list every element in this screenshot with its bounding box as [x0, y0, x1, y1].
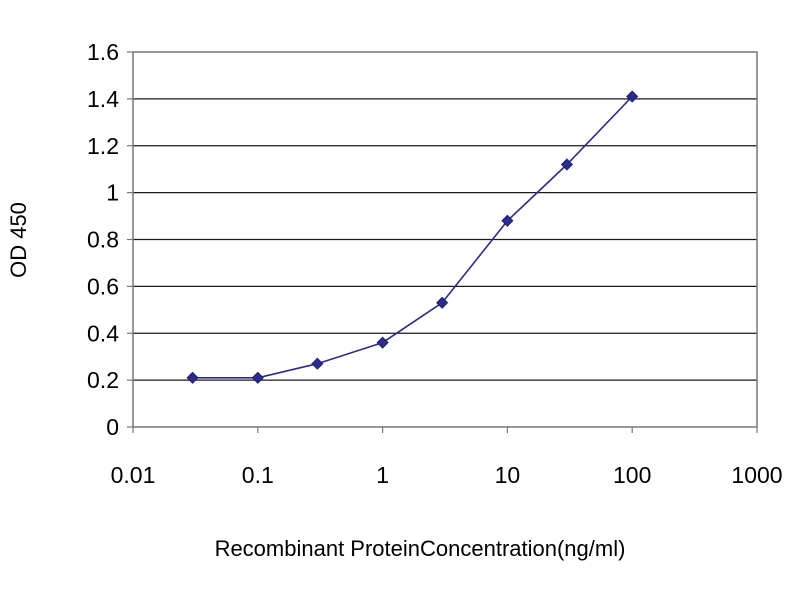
x-tick-label: 0.1 — [242, 462, 274, 488]
data-point — [186, 371, 199, 384]
x-tick-label: 10 — [495, 462, 521, 488]
data-point — [251, 371, 264, 384]
x-tick-label: 1000 — [731, 462, 782, 488]
y-tick-label: 0 — [106, 414, 119, 440]
data-point — [560, 158, 574, 171]
x-axis-title: Recombinant ProteinConcentration(ng/ml) — [215, 536, 626, 561]
gridlines — [133, 98, 757, 381]
y-tick-label: 1.4 — [87, 86, 119, 112]
y-tick-label: 0.4 — [87, 320, 119, 346]
data-point — [311, 357, 324, 370]
x-tick-label: 100 — [613, 462, 651, 488]
data-point — [436, 296, 449, 309]
x-axis-ticks: 0.01 0.1 1 10 100 1000 — [111, 427, 783, 488]
y-tick-label: 0.6 — [87, 273, 119, 299]
series-line — [192, 95, 633, 379]
y-tick-label: 0.8 — [87, 227, 119, 253]
data-point — [376, 336, 389, 349]
y-tick-label: 1.2 — [87, 133, 119, 159]
data-point — [626, 90, 639, 103]
series-group — [186, 90, 639, 384]
data-point — [501, 214, 514, 227]
y-tick-label: 1 — [106, 180, 119, 206]
y-axis-ticks: 0 0.2 0.4 0.6 0.8 1 1.2 1.4 1.6 — [87, 39, 133, 440]
x-tick-label: 0.01 — [111, 462, 156, 488]
y-tick-label: 1.6 — [87, 39, 119, 65]
y-axis-title: OD 450 — [6, 202, 31, 278]
x-tick-label: 1 — [376, 462, 389, 488]
y-tick-label: 0.2 — [87, 367, 119, 393]
